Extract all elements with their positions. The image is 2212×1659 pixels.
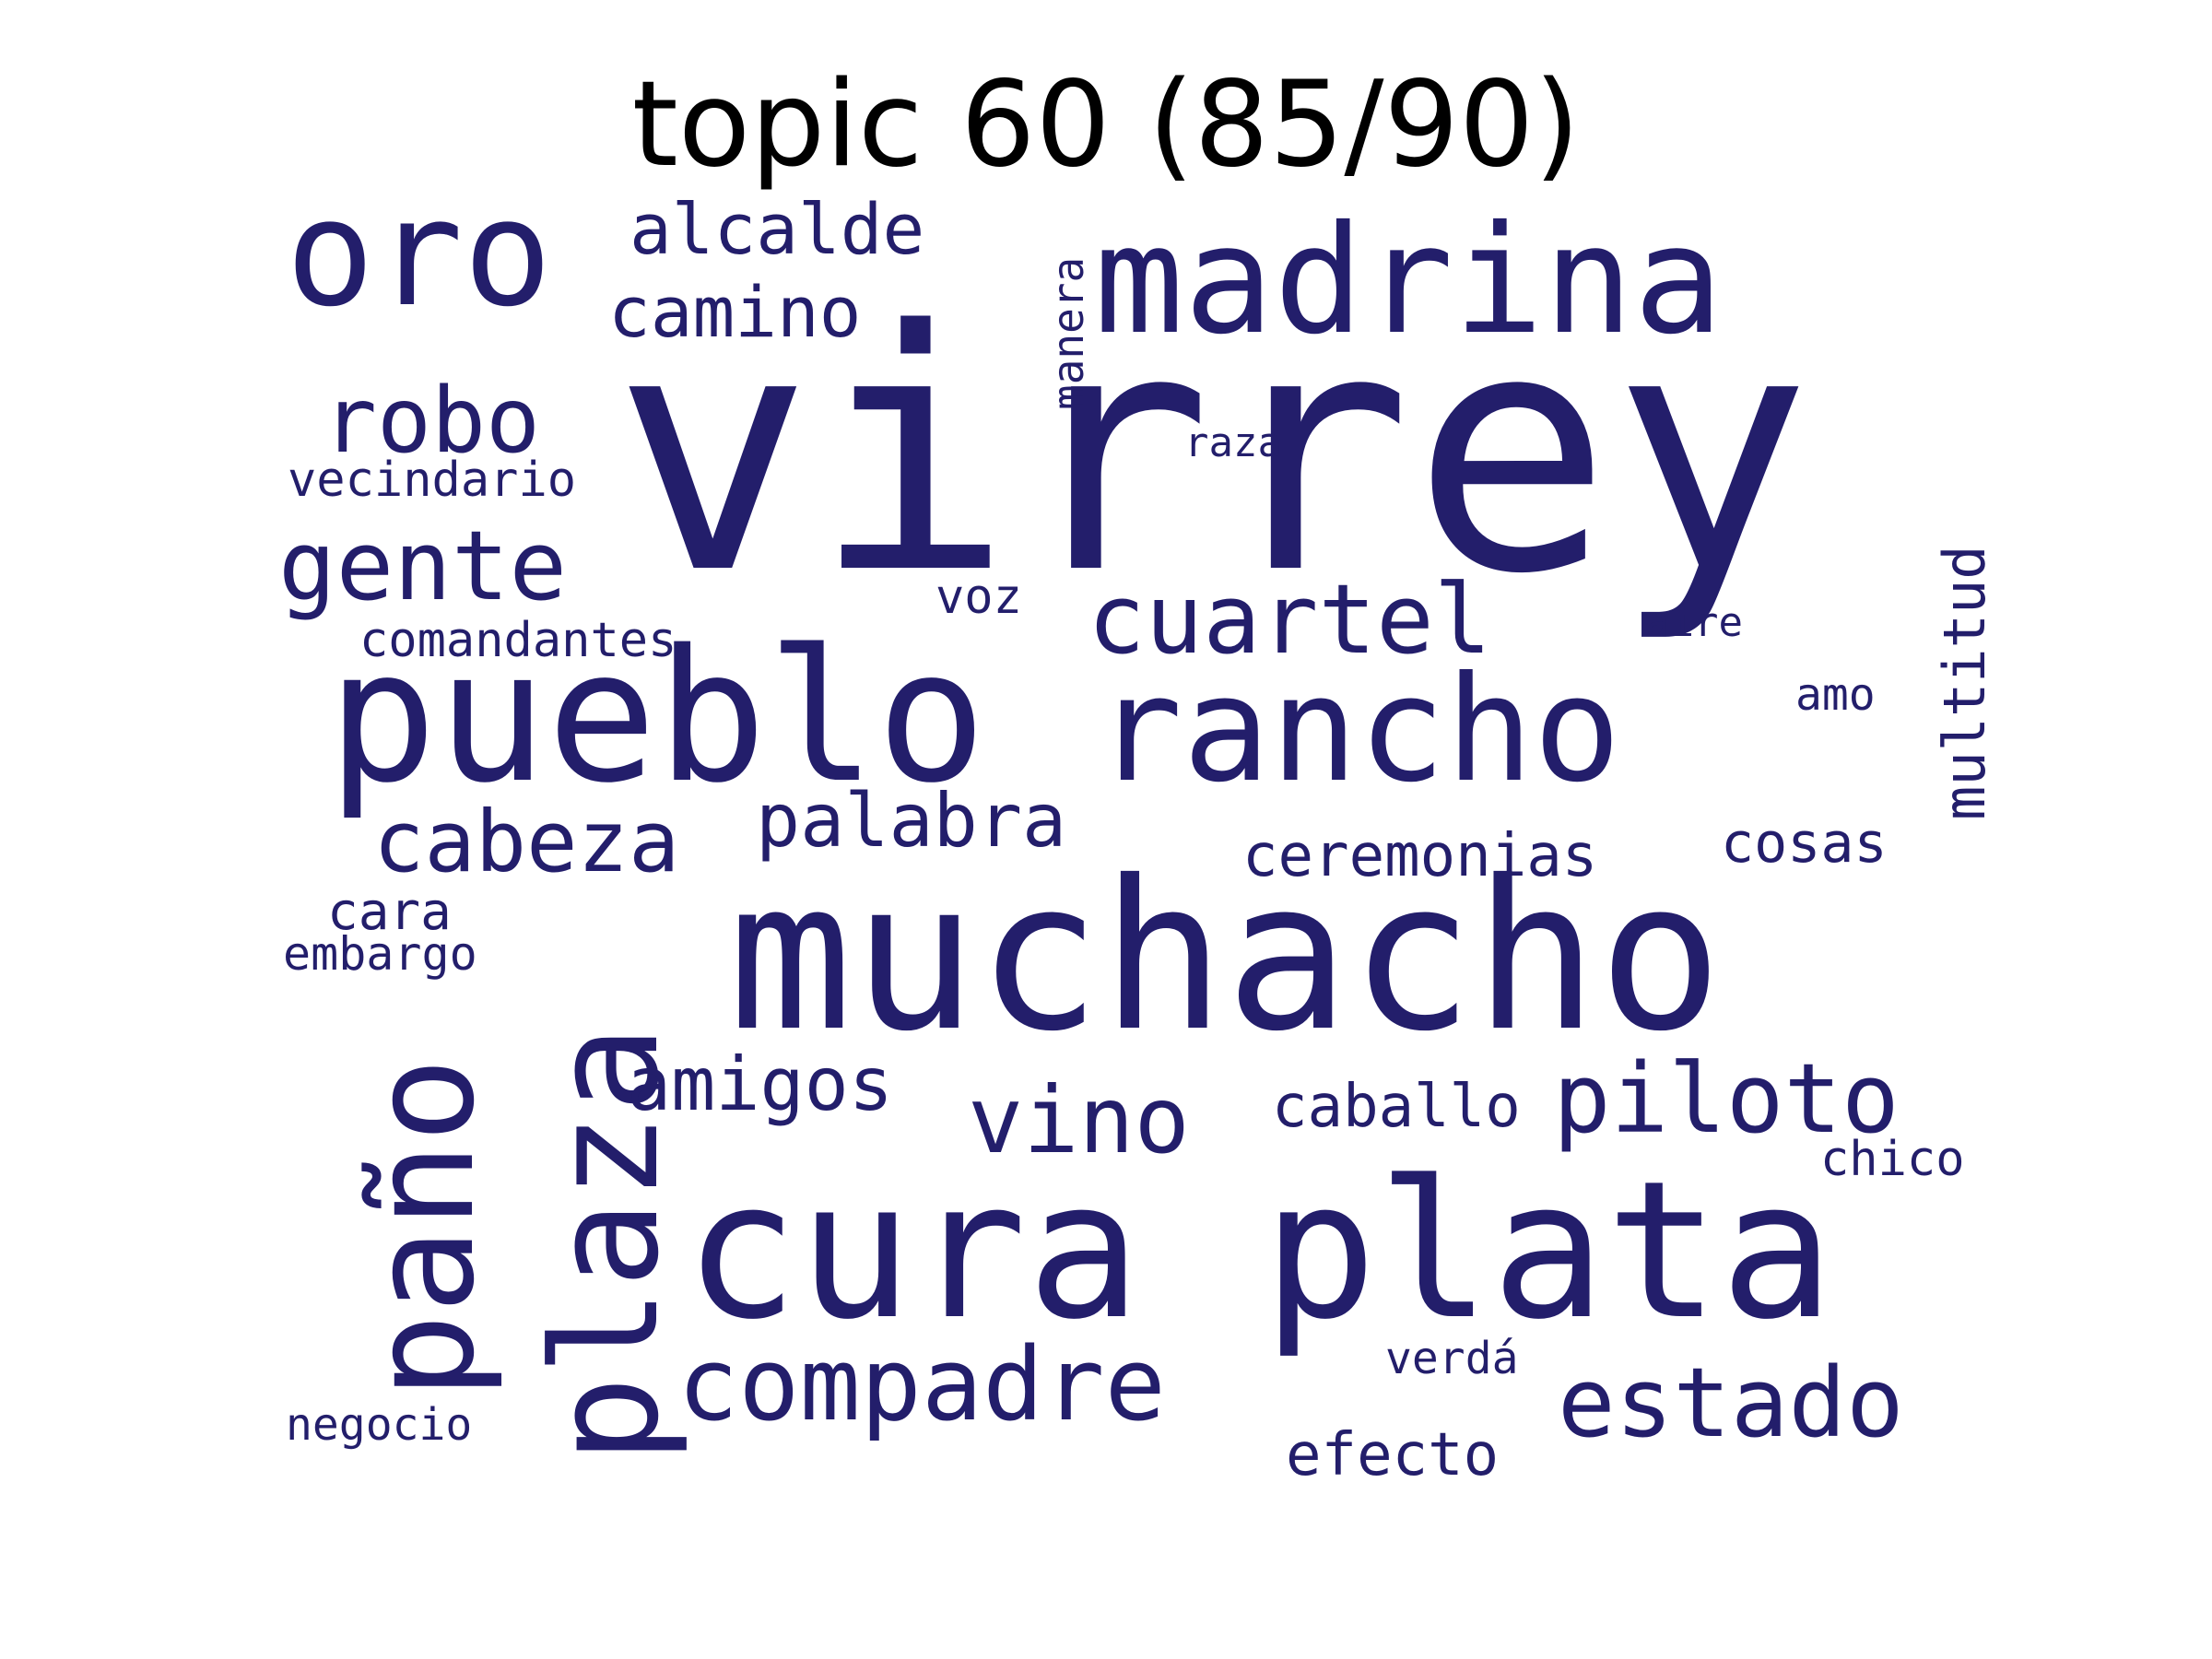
word-pueblo: pueblo (327, 610, 986, 823)
word-madrina: madrina (1094, 194, 1724, 368)
word-amigos: amigos (627, 1041, 893, 1127)
word-verda: verdá (1385, 1333, 1519, 1384)
word-embargo: embargo (283, 927, 477, 981)
word-muchacho: muchacho (728, 836, 1723, 1077)
word-palabra: palabra (756, 778, 1066, 864)
word-estado: estado (1558, 1347, 1904, 1459)
word-manera: manera (1043, 257, 1093, 410)
word-gente: gente (278, 510, 567, 622)
word-compadre: compadre (677, 1325, 1166, 1443)
word-comandantes: comandantes (359, 613, 677, 668)
word-ceremonias: ceremonias (1242, 822, 1597, 890)
word-robo: robo (323, 369, 540, 474)
word-camino: camino (608, 271, 862, 353)
word-caballo: caballo (1272, 1073, 1521, 1141)
word-virrey: virrey (613, 260, 1811, 646)
word-plata: plata (1263, 1140, 1834, 1361)
word-negocio: negocio (286, 1399, 472, 1451)
word-raza: raza (1184, 419, 1282, 466)
word-chico: chico (1820, 1132, 1965, 1187)
word-cabeza: cabeza (373, 793, 679, 891)
word-aire: aire (1645, 599, 1743, 646)
word-oro: oro (286, 167, 552, 339)
word-cara: cara (327, 882, 452, 942)
word-rancho: rancho (1095, 645, 1621, 815)
figure-title: topic 60 (85/90) (631, 56, 1581, 194)
word-cosas: cosas (1721, 811, 1888, 876)
word-vecindario: vecindario (288, 453, 576, 508)
word-alcalde: alcalde (629, 188, 924, 270)
word-cura: cura (684, 1140, 1141, 1361)
word-plaza: plaza (522, 1025, 691, 1464)
word-cuartel: cuartel (1088, 563, 1491, 676)
word-voz: voz (935, 570, 1022, 625)
word-vino: vino (968, 1066, 1190, 1174)
word-efecto: efecto (1286, 1421, 1499, 1489)
word-multitud: multitud (1931, 545, 1998, 820)
word-piloto: piloto (1553, 1042, 1900, 1155)
word-pano: paño (341, 1057, 506, 1399)
word-amo: amo (1795, 669, 1876, 721)
